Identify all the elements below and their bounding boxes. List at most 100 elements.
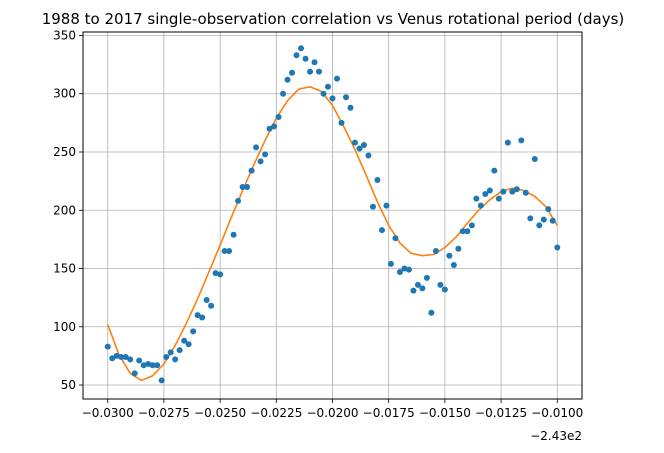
- y-tick-label: 150: [53, 262, 76, 276]
- x-tick-label: −0.0100: [531, 406, 583, 420]
- data-point: [509, 188, 516, 195]
- data-point: [549, 217, 556, 224]
- data-point: [316, 68, 323, 75]
- data-point: [122, 354, 129, 361]
- data-point: [212, 270, 219, 277]
- data-point: [360, 142, 367, 149]
- data-point: [432, 248, 439, 255]
- data-point: [455, 245, 462, 252]
- data-point: [109, 355, 116, 362]
- data-point: [396, 269, 403, 276]
- data-point: [230, 231, 237, 238]
- y-axis-ticks: 50 100 150 200 250 300 350: [53, 28, 83, 392]
- data-point: [356, 145, 363, 152]
- y-tick-label: 350: [53, 28, 76, 42]
- data-point: [531, 155, 538, 162]
- y-tick-label: 50: [61, 378, 76, 392]
- x-tick-label: −0.0275: [138, 406, 190, 420]
- data-point: [527, 215, 534, 222]
- data-point: [338, 119, 345, 126]
- data-point: [450, 262, 457, 269]
- data-point: [311, 59, 318, 66]
- data-point: [473, 195, 480, 202]
- data-point: [199, 314, 206, 321]
- data-point: [158, 377, 165, 384]
- data-point: [437, 281, 444, 288]
- data-point: [167, 349, 174, 356]
- data-point: [131, 370, 138, 377]
- data-point: [194, 312, 201, 319]
- data-point: [369, 203, 376, 210]
- data-point: [104, 343, 111, 350]
- data-point: [491, 167, 498, 174]
- data-point: [145, 361, 152, 368]
- data-point: [172, 356, 179, 363]
- data-point: [208, 302, 215, 309]
- data-point: [235, 197, 242, 204]
- data-point: [500, 188, 507, 195]
- data-point: [140, 362, 147, 369]
- data-point: [365, 152, 372, 159]
- data-point: [405, 266, 412, 273]
- data-point: [441, 286, 448, 293]
- data-point: [127, 356, 134, 363]
- data-point: [244, 183, 251, 190]
- data-point: [320, 90, 327, 97]
- x-tick-label: −0.0250: [194, 406, 246, 420]
- data-point: [513, 186, 520, 193]
- data-point: [554, 244, 561, 251]
- data-point: [351, 139, 358, 146]
- data-point: [176, 347, 183, 354]
- grid-lines: [83, 32, 582, 399]
- data-point: [307, 68, 314, 75]
- x-tick-label: −0.0225: [250, 406, 302, 420]
- data-point: [504, 139, 511, 146]
- data-point: [221, 248, 228, 255]
- data-point: [536, 222, 543, 229]
- data-point: [419, 285, 426, 292]
- data-point: [293, 52, 300, 59]
- data-point: [154, 362, 161, 369]
- data-point: [118, 354, 125, 361]
- data-points: [104, 45, 561, 384]
- y-tick-label: 100: [53, 320, 76, 334]
- data-point: [248, 167, 255, 174]
- data-point: [289, 69, 296, 76]
- data-point: [410, 287, 417, 294]
- x-axis-offset-label: −2.43e2: [530, 429, 582, 443]
- data-point: [423, 274, 430, 281]
- data-point: [342, 94, 349, 101]
- data-point: [428, 309, 435, 316]
- x-tick-label: −0.0150: [419, 406, 471, 420]
- data-point: [325, 83, 332, 90]
- data-point: [477, 202, 484, 209]
- data-point: [401, 265, 408, 272]
- data-point: [446, 252, 453, 259]
- data-point: [266, 125, 273, 132]
- data-point: [226, 248, 233, 255]
- x-tick-label: −0.0175: [363, 406, 415, 420]
- data-point: [253, 144, 260, 151]
- data-point: [383, 202, 390, 209]
- data-point: [392, 235, 399, 242]
- x-tick-label: −0.0125: [475, 406, 527, 420]
- data-point: [280, 90, 287, 97]
- data-point: [468, 222, 475, 229]
- data-point: [414, 281, 421, 288]
- data-point: [163, 354, 170, 361]
- data-point: [203, 296, 210, 303]
- data-point: [518, 137, 525, 144]
- y-tick-label: 200: [53, 203, 76, 217]
- data-point: [333, 75, 340, 82]
- data-point: [522, 189, 529, 196]
- data-point: [136, 357, 143, 364]
- data-point: [329, 95, 336, 102]
- data-point: [545, 206, 552, 213]
- data-point: [113, 352, 120, 359]
- data-point: [181, 337, 188, 344]
- x-tick-label: −0.0200: [306, 406, 358, 420]
- data-point: [540, 216, 547, 223]
- data-point: [298, 45, 305, 52]
- data-point: [284, 76, 291, 83]
